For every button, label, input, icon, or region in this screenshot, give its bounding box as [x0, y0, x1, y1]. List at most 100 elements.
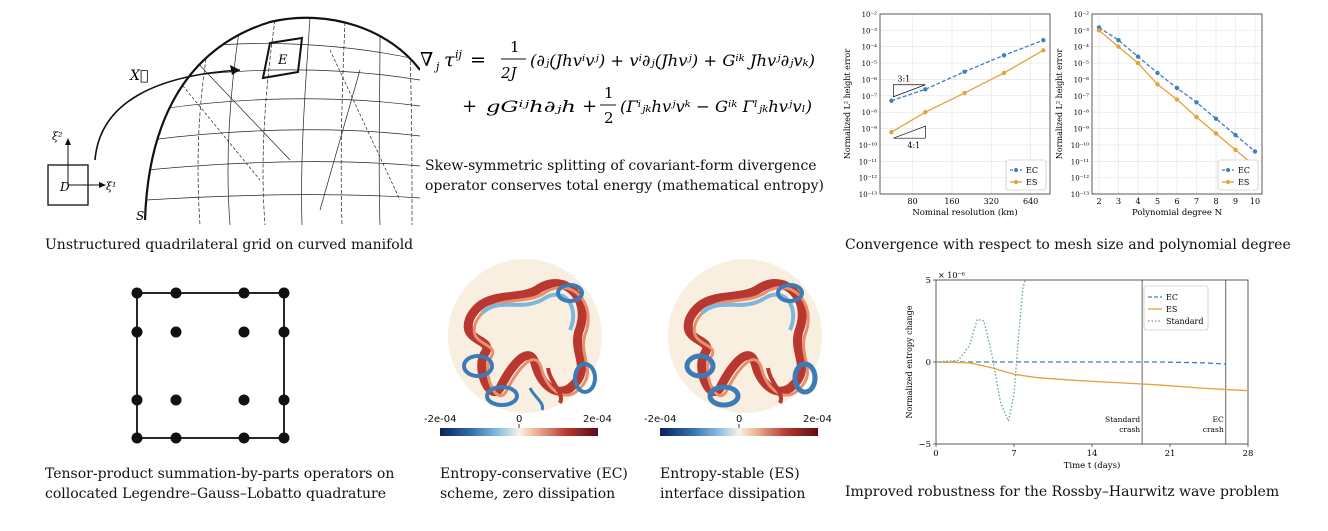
- sbp-caption-2: collocated Legendre–Gauss–Lobatto quadra…: [45, 486, 386, 502]
- eq1-tau-sup: ij: [455, 48, 463, 61]
- lgl-node-2-1: [170, 394, 182, 406]
- plot-frame: [1091, 13, 1263, 195]
- eq2-plus2: +: [582, 96, 597, 117]
- es-caption-1: Entropy-stable (ES): [660, 466, 800, 482]
- eq1-body: (∂ⱼ(Jhvⁱvʲ) + vⁱ∂ⱼ(Jhvʲ) + Gⁱᵏ Jhvʲ∂ⱼvₖ): [530, 51, 815, 70]
- lgl-node-0-3: [278, 287, 290, 299]
- y-tick-label: 10⁻¹⁰: [1071, 142, 1089, 150]
- sbp-nodes-figure: [120, 275, 300, 455]
- x-tick-label: 3: [1116, 197, 1121, 206]
- x-tick-label: 2: [1096, 197, 1101, 206]
- x-tick-label: 4: [1135, 197, 1140, 206]
- x-tick-label: 160: [944, 197, 959, 206]
- x-tick-label: 21: [1165, 449, 1176, 459]
- xi2-label: ξ²: [52, 130, 62, 143]
- series-point-ec: [923, 87, 928, 92]
- es-colorbar-min: -2e-04: [644, 414, 677, 425]
- y-tick-label: 5: [926, 276, 931, 286]
- series-point-ec: [1194, 100, 1199, 105]
- y-axis-label: Normalized L² height error: [1055, 49, 1064, 159]
- x-axis-label: Polynomial degree N: [1132, 208, 1223, 218]
- element-label: E: [277, 53, 288, 68]
- ec-vortex-pattern: [462, 279, 597, 411]
- y-tick-label: 10⁻⁴: [1074, 44, 1090, 52]
- series-line-standard: [936, 280, 1026, 424]
- equation-caption-2: operator conserves total energy (mathema…: [425, 178, 824, 194]
- series-point-es: [923, 109, 928, 115]
- series-point-ec: [1174, 85, 1180, 91]
- legend-label: EC: [1026, 166, 1038, 175]
- legend-label: ES: [1166, 305, 1177, 314]
- mapping-arrow: [94, 69, 241, 161]
- series-line-es: [891, 49, 1044, 133]
- convergence-chart-0: 10⁻¹³ 10⁻¹² 10⁻¹¹ 10⁻¹⁰ 10⁻⁹ 10⁻⁸ 10⁻⁷ 10⁻⁶ 10⁻⁵…: [843, 11, 1051, 218]
- surface-label: S: [136, 209, 144, 223]
- series-point-es: [1116, 44, 1121, 49]
- domain-label: D: [59, 180, 70, 194]
- entropy-chart: × 10⁻⁶ Standard crash EC crash 0 7 14 21 28 5 0 −5 Ti…: [880, 268, 1260, 478]
- equation-line-2: + gGⁱʲh∂ⱼh + 1 2 (Γⁱⱼₖhvʲvᵏ − Gⁱᵏ Γˡⱼₖhv…: [462, 84, 812, 127]
- y-tick-label: 10⁻⁵: [1074, 60, 1090, 68]
- legend-marker: [1226, 180, 1230, 184]
- eq2-frac-den: 2: [604, 109, 614, 127]
- eq2-term1: gGⁱʲh∂ⱼh: [486, 97, 576, 116]
- xi1-label: ξ¹: [106, 180, 116, 193]
- es-vortex-pattern: [683, 279, 818, 408]
- x-tick-label: 7: [1011, 449, 1016, 459]
- lgl-node-1-3: [278, 326, 290, 338]
- eq2-body: (Γⁱⱼₖhvʲvᵏ − Gⁱᵏ Γˡⱼₖhvʲvₗ): [620, 97, 812, 116]
- crash-label-line2: crash: [1203, 425, 1224, 434]
- series-point-es: [1155, 82, 1160, 87]
- ec-colorbar-max: 2e-04: [583, 414, 612, 425]
- x-axis-label: Time t (days): [1064, 460, 1121, 471]
- robustness-caption: Improved robustness for the Rossby–Haurw…: [845, 484, 1280, 500]
- x-tick-label: 9: [1233, 197, 1238, 206]
- element-quad: [261, 36, 304, 80]
- y-axis-label: Normalized L² height error: [843, 49, 852, 159]
- ec-colorbar-mid: 0: [516, 414, 523, 425]
- convergence-svg: 10⁻¹³ 10⁻¹² 10⁻¹¹ 10⁻¹⁰ 10⁻⁹ 10⁻⁸ 10⁻⁷ 10⁻⁶ 10⁻⁵…: [843, 11, 1263, 218]
- y-tick-label: 10⁻¹¹: [859, 158, 877, 166]
- x-tick-label: 320: [984, 197, 999, 206]
- lgl-node-2-2: [238, 394, 250, 406]
- x-tick-label: 14: [1087, 449, 1098, 459]
- crash-label-line1: EC: [1212, 415, 1223, 424]
- x-tick-label: 7: [1194, 197, 1199, 206]
- series-point-es: [1213, 131, 1219, 136]
- series-point-ec: [1001, 53, 1007, 58]
- y-tick-label: 10⁻⁴: [862, 44, 878, 52]
- y-tick-label: 10⁻²: [1074, 11, 1090, 19]
- legend-label: ES: [1026, 178, 1037, 187]
- manifold-grid-lines: [145, 17, 420, 226]
- slope-label-ec: 3:1: [897, 75, 910, 84]
- y-tick-label: 10⁻⁸: [862, 109, 878, 117]
- lgl-node-3-3: [278, 432, 290, 444]
- x-tick-label: 6: [1174, 197, 1179, 206]
- manifold-grid-figure: E X⃗ D ξ² ξ¹ S: [30, 10, 421, 226]
- series-point-ec: [1252, 149, 1258, 154]
- sbp-caption-1: Tensor-product summation-by-parts operat…: [45, 466, 395, 482]
- series-point-ec: [1116, 38, 1121, 43]
- y-tick-label: 10⁻²: [862, 11, 878, 19]
- lgl-node-2-0: [131, 394, 143, 406]
- series-point-ec: [1213, 116, 1219, 121]
- lgl-node-1-1: [170, 326, 182, 338]
- legend-label: EC: [1238, 166, 1250, 175]
- convergence-charts: 10⁻¹³ 10⁻¹² 10⁻¹¹ 10⁻¹⁰ 10⁻⁹ 10⁻⁸ 10⁻⁷ 10⁻⁶ 10⁻⁵…: [840, 10, 1270, 232]
- ec-vorticity-figure: [430, 258, 620, 448]
- y-tick-label: 10⁻¹³: [859, 191, 877, 199]
- slope-triangle-ec: [893, 84, 926, 98]
- eq1-nabla-sub: j: [433, 60, 440, 73]
- legend-label: ES: [1238, 178, 1249, 187]
- ec-colorbar: [440, 428, 598, 436]
- convergence-caption: Convergence with respect to mesh size an…: [845, 237, 1291, 253]
- y-multiplier: × 10⁻⁶: [938, 271, 965, 280]
- es-vorticity-figure: [650, 258, 840, 448]
- es-colorbar-mid: 0: [736, 414, 743, 425]
- y-tick-label: 10⁻⁷: [862, 93, 878, 101]
- es-vorticity-svg: [660, 259, 822, 436]
- y-tick-label: −5: [918, 440, 931, 450]
- x-axis-label: Nominal resolution (km): [912, 207, 1017, 218]
- es-colorbar: [660, 428, 818, 436]
